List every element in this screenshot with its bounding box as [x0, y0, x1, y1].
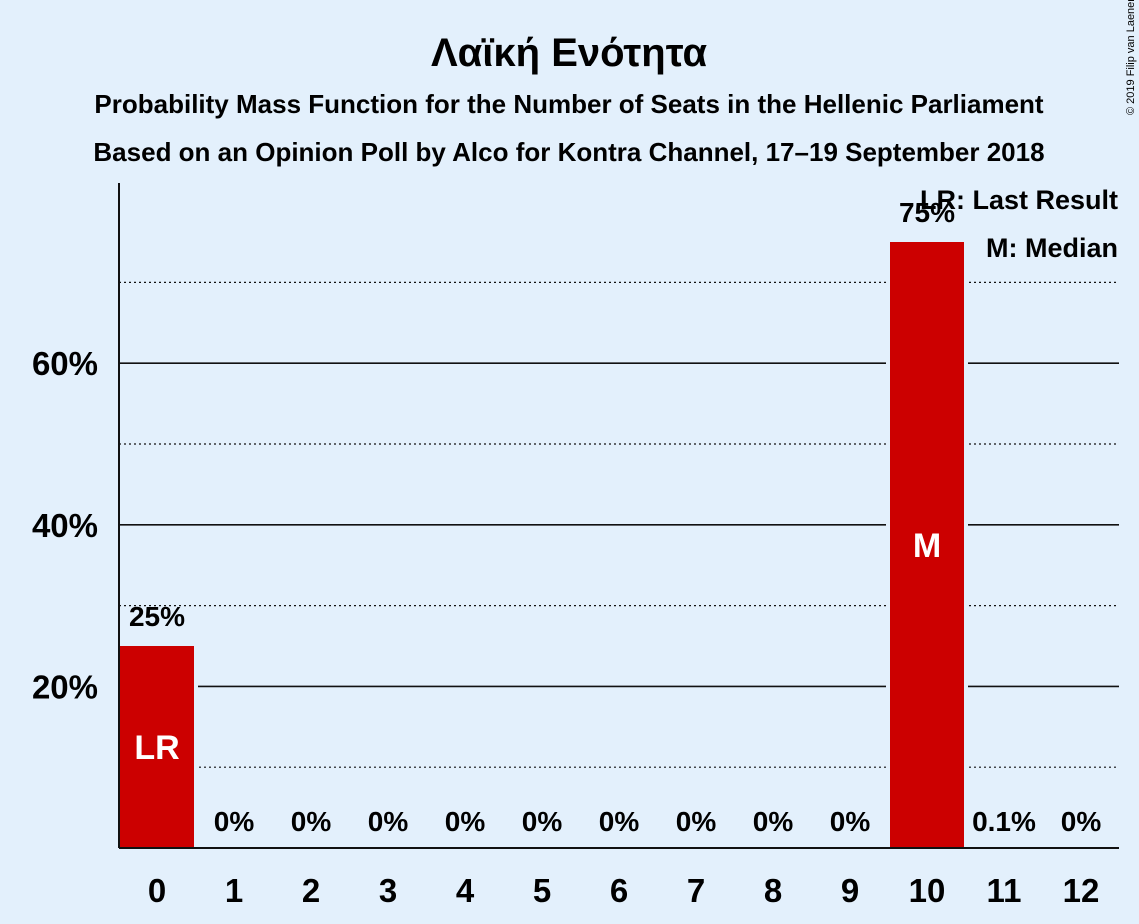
- x-tick-label: 1: [225, 872, 243, 909]
- chart-subtitle-line-2: Based on an Opinion Poll by Alco for Kon…: [93, 137, 1044, 167]
- bar: [120, 646, 194, 848]
- bar-gap: [194, 646, 198, 848]
- bar-value-label: 0.1%: [972, 806, 1036, 837]
- bar-value-label: 0%: [368, 806, 409, 837]
- legend-last-result: LR: Last Result: [920, 185, 1118, 215]
- bar-gap: [886, 242, 890, 848]
- y-tick-label: 40%: [32, 507, 98, 544]
- bar-value-label: 0%: [214, 806, 255, 837]
- chart-subtitle-line-1: Probability Mass Function for the Number…: [94, 89, 1044, 119]
- y-tick-label: 20%: [32, 668, 98, 705]
- x-tick-label: 9: [841, 872, 859, 909]
- bar-marker-label: LR: [134, 729, 179, 767]
- x-tick-label: 8: [764, 872, 782, 909]
- y-tick-labels: 20% 40% 60%: [32, 345, 98, 705]
- chart-title: Λαϊκή Ενότητα: [431, 31, 708, 75]
- x-tick-label: 3: [379, 872, 397, 909]
- bar: [890, 242, 964, 848]
- bar-value-label: 0%: [599, 806, 640, 837]
- copyright-notice: © 2019 Filip van Laenen: [1125, 0, 1137, 115]
- bar-value-label: 0%: [291, 806, 332, 837]
- bar-value-label: 0%: [522, 806, 563, 837]
- x-tick-label: 2: [302, 872, 320, 909]
- grid-lines: [116, 242, 1119, 848]
- y-tick-label: 60%: [32, 345, 98, 382]
- bar-value-label: 0%: [676, 806, 717, 837]
- bar-value-label: 75%: [899, 197, 955, 228]
- x-tick-label: 12: [1063, 872, 1100, 909]
- bar-marker-label: M: [913, 527, 941, 565]
- x-tick-label: 11: [987, 872, 1022, 909]
- bar-value-label: 0%: [830, 806, 871, 837]
- x-tick-labels: 0 1 2 3 4 5 6 7 8 9 10 11 12: [148, 872, 1100, 909]
- bar-value-label: 0%: [753, 806, 794, 837]
- bar-value-label: 0%: [445, 806, 486, 837]
- x-tick-label: 0: [148, 872, 166, 909]
- bar-value-label: 0%: [1061, 806, 1102, 837]
- bars: 25% LR 0% 0% 0% 0% 0% 0% 0% 0% 0% 75% M 0.1% 0%: [120, 197, 1101, 848]
- legend-median: M: Median: [986, 233, 1118, 263]
- bar-gap: [964, 242, 968, 848]
- x-tick-label: 10: [909, 872, 946, 909]
- x-tick-label: 5: [533, 872, 551, 909]
- x-tick-label: 4: [456, 872, 475, 909]
- x-tick-label: 7: [687, 872, 705, 909]
- x-tick-label: 6: [610, 872, 628, 909]
- bar-value-label: 25%: [129, 601, 185, 632]
